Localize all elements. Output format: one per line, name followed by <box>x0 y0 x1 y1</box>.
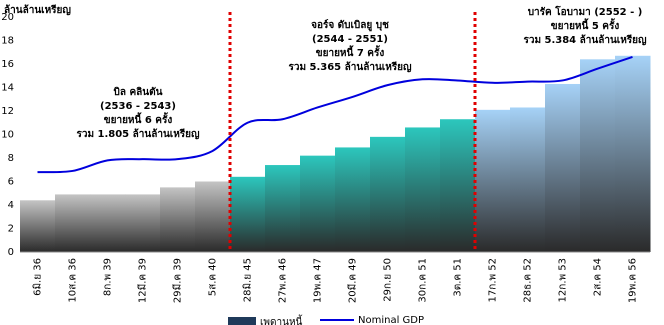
bar <box>510 107 546 252</box>
x-tick-label: 28มิ.ย 45 <box>243 258 254 302</box>
bar <box>55 194 91 252</box>
x-tick-label: 19พ.ค 47 <box>313 258 324 303</box>
annotation: รวม 5.365 ล้านล้านเหรียญ <box>288 61 412 73</box>
y-tick-label: 12 <box>1 106 14 117</box>
annotation: (2544 - 2551) <box>312 34 388 45</box>
x-tick-label: 12มี.ค 39 <box>137 258 149 303</box>
annotation: ขยายหนี้ 5 ครั้ง <box>551 18 620 32</box>
y-tick-label: 10 <box>1 130 14 141</box>
bar <box>335 147 371 252</box>
legend-label: เพดานหนี้ <box>260 314 303 325</box>
x-tick-label: 2ส.ค 54 <box>593 258 604 296</box>
bar <box>405 127 441 252</box>
y-tick-label: 18 <box>1 36 14 47</box>
y-tick-label: 6 <box>8 177 14 188</box>
y-tick-label: 4 <box>8 200 14 211</box>
annotation: รวม 5.384 ล้านล้านเหรียญ <box>523 34 647 46</box>
x-tick-label: 17ก.พ 52 <box>488 258 499 302</box>
y-axis-label: ล้านล้านเหรียญ <box>4 4 71 16</box>
bar <box>265 165 301 252</box>
bar <box>195 181 231 252</box>
y-tick-label: 14 <box>1 83 14 94</box>
annotation: บารัค โอบามา (2552 - ) <box>528 5 643 18</box>
y-tick-label: 8 <box>8 153 14 164</box>
bar <box>230 176 266 252</box>
bar <box>160 187 196 252</box>
bar <box>125 194 161 252</box>
bar <box>370 136 406 252</box>
line <box>37 56 633 174</box>
bar <box>475 109 511 252</box>
annotation: บิล คลินตัน <box>114 86 163 98</box>
x-tick-label: 6มิ.ย 36 <box>33 258 44 296</box>
bar <box>300 155 336 252</box>
bar <box>615 55 651 253</box>
x-tick-label: 12ก.พ 53 <box>558 258 569 302</box>
annotation: รวม 1.805 ล้านล้านเหรียญ <box>76 128 200 140</box>
annotation: (2536 - 2543) <box>100 101 176 112</box>
annotation: จอร์จ ดับเบิลยู บุช <box>311 19 389 32</box>
bar <box>580 59 616 252</box>
y-tick-label: 0 <box>8 247 14 258</box>
x-tick-label: 28ธ.ค 52 <box>523 258 534 303</box>
legend-swatch <box>228 317 256 325</box>
bar <box>20 200 56 252</box>
x-tick-label: 30ก.ค 51 <box>418 258 429 303</box>
bar <box>545 83 581 252</box>
y-tick-label: 20 <box>1 12 14 23</box>
x-tick-label: 20มี.ค 49 <box>347 258 359 303</box>
bar <box>90 194 126 252</box>
y-tick-label: 16 <box>1 59 14 70</box>
legend-label: Nominal GDP <box>358 315 424 325</box>
x-tick-label: 19พ.ค 56 <box>628 258 639 303</box>
annotation: ขยายหนี้ 7 ครั้ง <box>316 45 385 59</box>
x-tick-label: 29มี.ค 39 <box>172 258 184 303</box>
x-tick-label: 29ก.ย 50 <box>383 258 394 302</box>
x-tick-label: 5ส.ค 40 <box>208 258 219 296</box>
x-tick-label: 10ส.ค 36 <box>68 258 79 303</box>
x-tick-label: 8ก.พ 39 <box>103 258 114 296</box>
x-tick-label: 27พ.ค 46 <box>278 258 289 303</box>
y-tick-label: 2 <box>8 224 14 235</box>
x-tick-label: 3ต.ค 51 <box>453 258 464 297</box>
bar <box>440 119 476 252</box>
annotation: ขยายหนี้ 6 ครั้ง <box>104 112 173 126</box>
